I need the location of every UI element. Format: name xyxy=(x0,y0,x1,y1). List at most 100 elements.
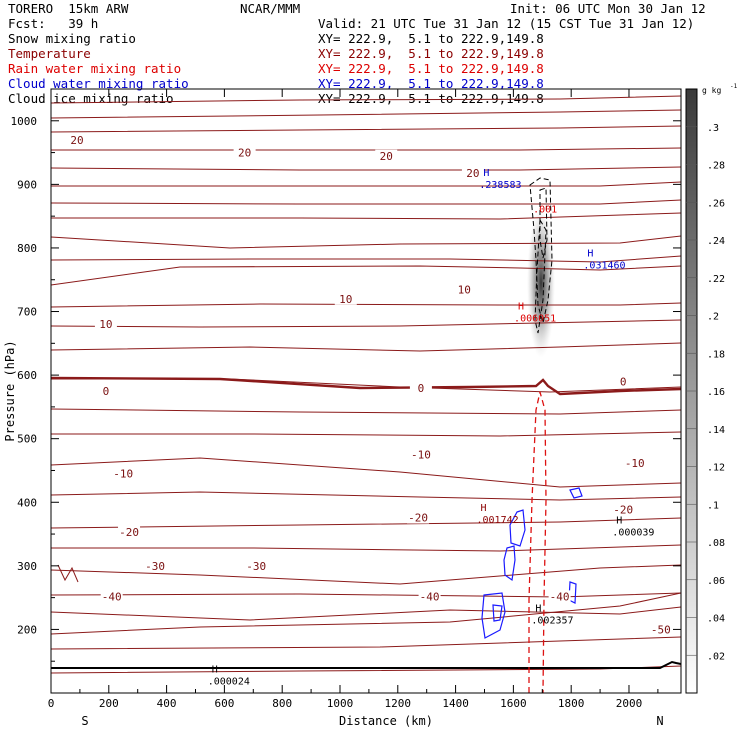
isotherm-line xyxy=(51,592,681,598)
y-tick-label: 900 xyxy=(17,178,37,191)
isotherm-line xyxy=(51,181,681,187)
colorbar-tick-label: .3 xyxy=(707,123,719,134)
temp-label-bg xyxy=(233,146,256,159)
y-axis-title: Pressure (hPa) xyxy=(3,340,17,441)
colorbar-tick-label: .04 xyxy=(707,614,725,625)
temp-label-bg xyxy=(118,526,141,539)
colorbar-tick-label: .14 xyxy=(707,425,725,436)
cloud-water-contour xyxy=(492,604,503,622)
temperature-contour-label: 0 xyxy=(620,375,627,388)
temperature-contour-label: 10 xyxy=(99,318,112,331)
legend-field-name: Cloud water mixing ratio xyxy=(8,76,189,91)
legend-field-name: Rain water mixing ratio xyxy=(8,61,182,76)
maximum-value: .031460 xyxy=(583,261,625,272)
temperature-contour-label: 20 xyxy=(70,134,83,147)
y-tick-label: 400 xyxy=(17,496,37,509)
isotherm-line xyxy=(51,378,681,393)
legend-field-xy: XY= 222.9, 5.1 to 222.9,149.8 xyxy=(318,91,544,106)
colorbar-tick-label: .16 xyxy=(707,387,725,398)
temp-label-bg xyxy=(334,292,357,305)
maximum-value: .238583 xyxy=(479,180,521,191)
x-tick-label: 0 xyxy=(48,697,55,710)
maximum-marker: H xyxy=(616,516,622,527)
zero-isotherm xyxy=(51,376,681,396)
cloud-water-contour xyxy=(569,487,583,499)
isotherm-line xyxy=(51,199,681,205)
colorbar-unit-exponent: -1 xyxy=(730,83,738,90)
isotherm-line xyxy=(51,517,681,529)
colorbar-tick-label: .24 xyxy=(707,236,725,247)
snow-contour-lower xyxy=(534,218,547,334)
isotherm-line xyxy=(51,606,681,621)
isotherm-line xyxy=(51,302,681,308)
temperature-contour-label: 10 xyxy=(458,283,471,296)
y-tick-label: 700 xyxy=(17,306,37,319)
temp-label-bg xyxy=(418,590,441,603)
temp-label-bg xyxy=(66,133,89,146)
cloud-water-contour xyxy=(481,592,506,639)
colorbar-tick-label: .08 xyxy=(707,538,725,549)
model-title: TORERO 15km ARW xyxy=(8,1,129,16)
x-tick-label: 1800 xyxy=(558,697,585,710)
temperature-contour-label: -40 xyxy=(102,590,122,603)
legend-field-name: Snow mixing ratio xyxy=(8,31,136,46)
y-tick-label: 800 xyxy=(17,242,37,255)
maximum-marker: H xyxy=(212,664,218,675)
rain-contour-label: .001 xyxy=(533,204,557,215)
isotherm-line xyxy=(51,319,681,328)
x-tick-label: 200 xyxy=(99,697,119,710)
temperature-contour-label: -40 xyxy=(550,590,570,603)
isotherm-line xyxy=(51,265,681,286)
isotherm-line xyxy=(51,95,681,104)
temp-label-bg xyxy=(612,375,635,388)
isotherm-line xyxy=(51,491,681,501)
isotherm-line xyxy=(51,255,681,263)
temperature-contour-label: 20 xyxy=(238,147,251,160)
plot-frame xyxy=(50,88,682,694)
temp-label-bg xyxy=(649,623,672,636)
temperature-contour-label: -30 xyxy=(246,560,266,573)
temperature-contour-label: -20 xyxy=(613,503,633,516)
temperature-contour-label: -50 xyxy=(651,623,671,636)
temp-label-bg xyxy=(407,511,430,524)
temperature-contour-label: -20 xyxy=(119,526,139,539)
colorbar-tick-label: .06 xyxy=(707,576,725,587)
x-axis-title: Distance (km) xyxy=(339,714,433,728)
temp-label-bg xyxy=(623,456,646,469)
cloud-water-contour xyxy=(509,509,526,547)
temperature-contour-label: -10 xyxy=(625,457,645,470)
colorbar-tick-label: .26 xyxy=(707,198,725,209)
legend-field-xy: XY= 222.9, 5.1 to 222.9,149.8 xyxy=(318,61,544,76)
temperature-contour-label: -30 xyxy=(145,560,165,573)
init-time: Init: 06 UTC Mon 30 Jan 12 xyxy=(510,1,706,16)
x-tick-label: 400 xyxy=(157,697,177,710)
legend-field-name: Temperature xyxy=(8,46,91,61)
isotherm-line xyxy=(51,592,681,635)
valid-time: Valid: 21 UTC Tue 31 Jan 12 (15 CST Tue … xyxy=(318,16,695,31)
y-tick-label: 1000 xyxy=(11,115,38,128)
colorbar-tick-label: .18 xyxy=(707,349,725,360)
isotherm-wiggle xyxy=(57,564,79,583)
temperature-contour-label: 0 xyxy=(103,385,110,398)
colorbar-tick-label: .28 xyxy=(707,161,725,172)
isotherm-line xyxy=(51,431,681,437)
isotherm-line xyxy=(51,147,681,151)
isotherm-line xyxy=(51,235,681,249)
terrain-line xyxy=(51,660,681,669)
colorbar-tick-label: .2 xyxy=(707,312,719,323)
temperature-contour-label: 20 xyxy=(380,150,393,163)
temp-label-bg xyxy=(100,590,123,603)
temp-label-bg xyxy=(453,283,476,296)
temp-label-bg xyxy=(612,503,635,516)
snow-contour-outer xyxy=(529,177,553,324)
x-tick-label: 1200 xyxy=(385,697,412,710)
maximum-marker: H xyxy=(518,301,524,312)
colorbar-unit: g kg xyxy=(702,86,721,95)
temp-label-bg xyxy=(94,318,117,331)
colorbar-tick-label: .02 xyxy=(707,651,725,662)
colorbar-tick-label: .1 xyxy=(707,500,719,511)
colorbar-tick-label: .22 xyxy=(707,274,725,285)
x-tick-label: 1400 xyxy=(442,697,469,710)
temperature-contour-label: 20 xyxy=(466,167,479,180)
